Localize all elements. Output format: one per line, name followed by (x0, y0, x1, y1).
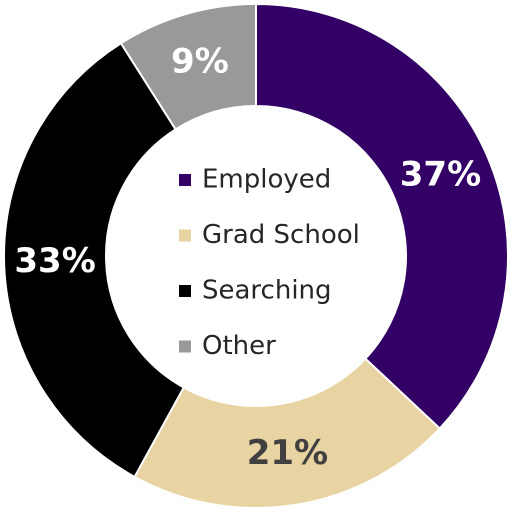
legend-label: Employed (202, 165, 331, 195)
data-label: 33% (14, 241, 95, 281)
data-label: 21% (247, 433, 328, 473)
data-label: 37% (400, 155, 481, 195)
data-label: 9% (171, 41, 229, 81)
legend-label: Other (202, 331, 276, 361)
donut-segment (3, 41, 186, 479)
legend-swatch (179, 285, 191, 297)
legend-swatch (179, 229, 191, 242)
donut-segment (133, 357, 442, 509)
legend-label: Searching (202, 276, 332, 306)
legend-label: Grad School (202, 220, 360, 250)
donut-segment (255, 2, 509, 430)
donut-segment (119, 2, 257, 131)
legend-swatch (179, 340, 191, 353)
legend-swatch (179, 174, 191, 186)
